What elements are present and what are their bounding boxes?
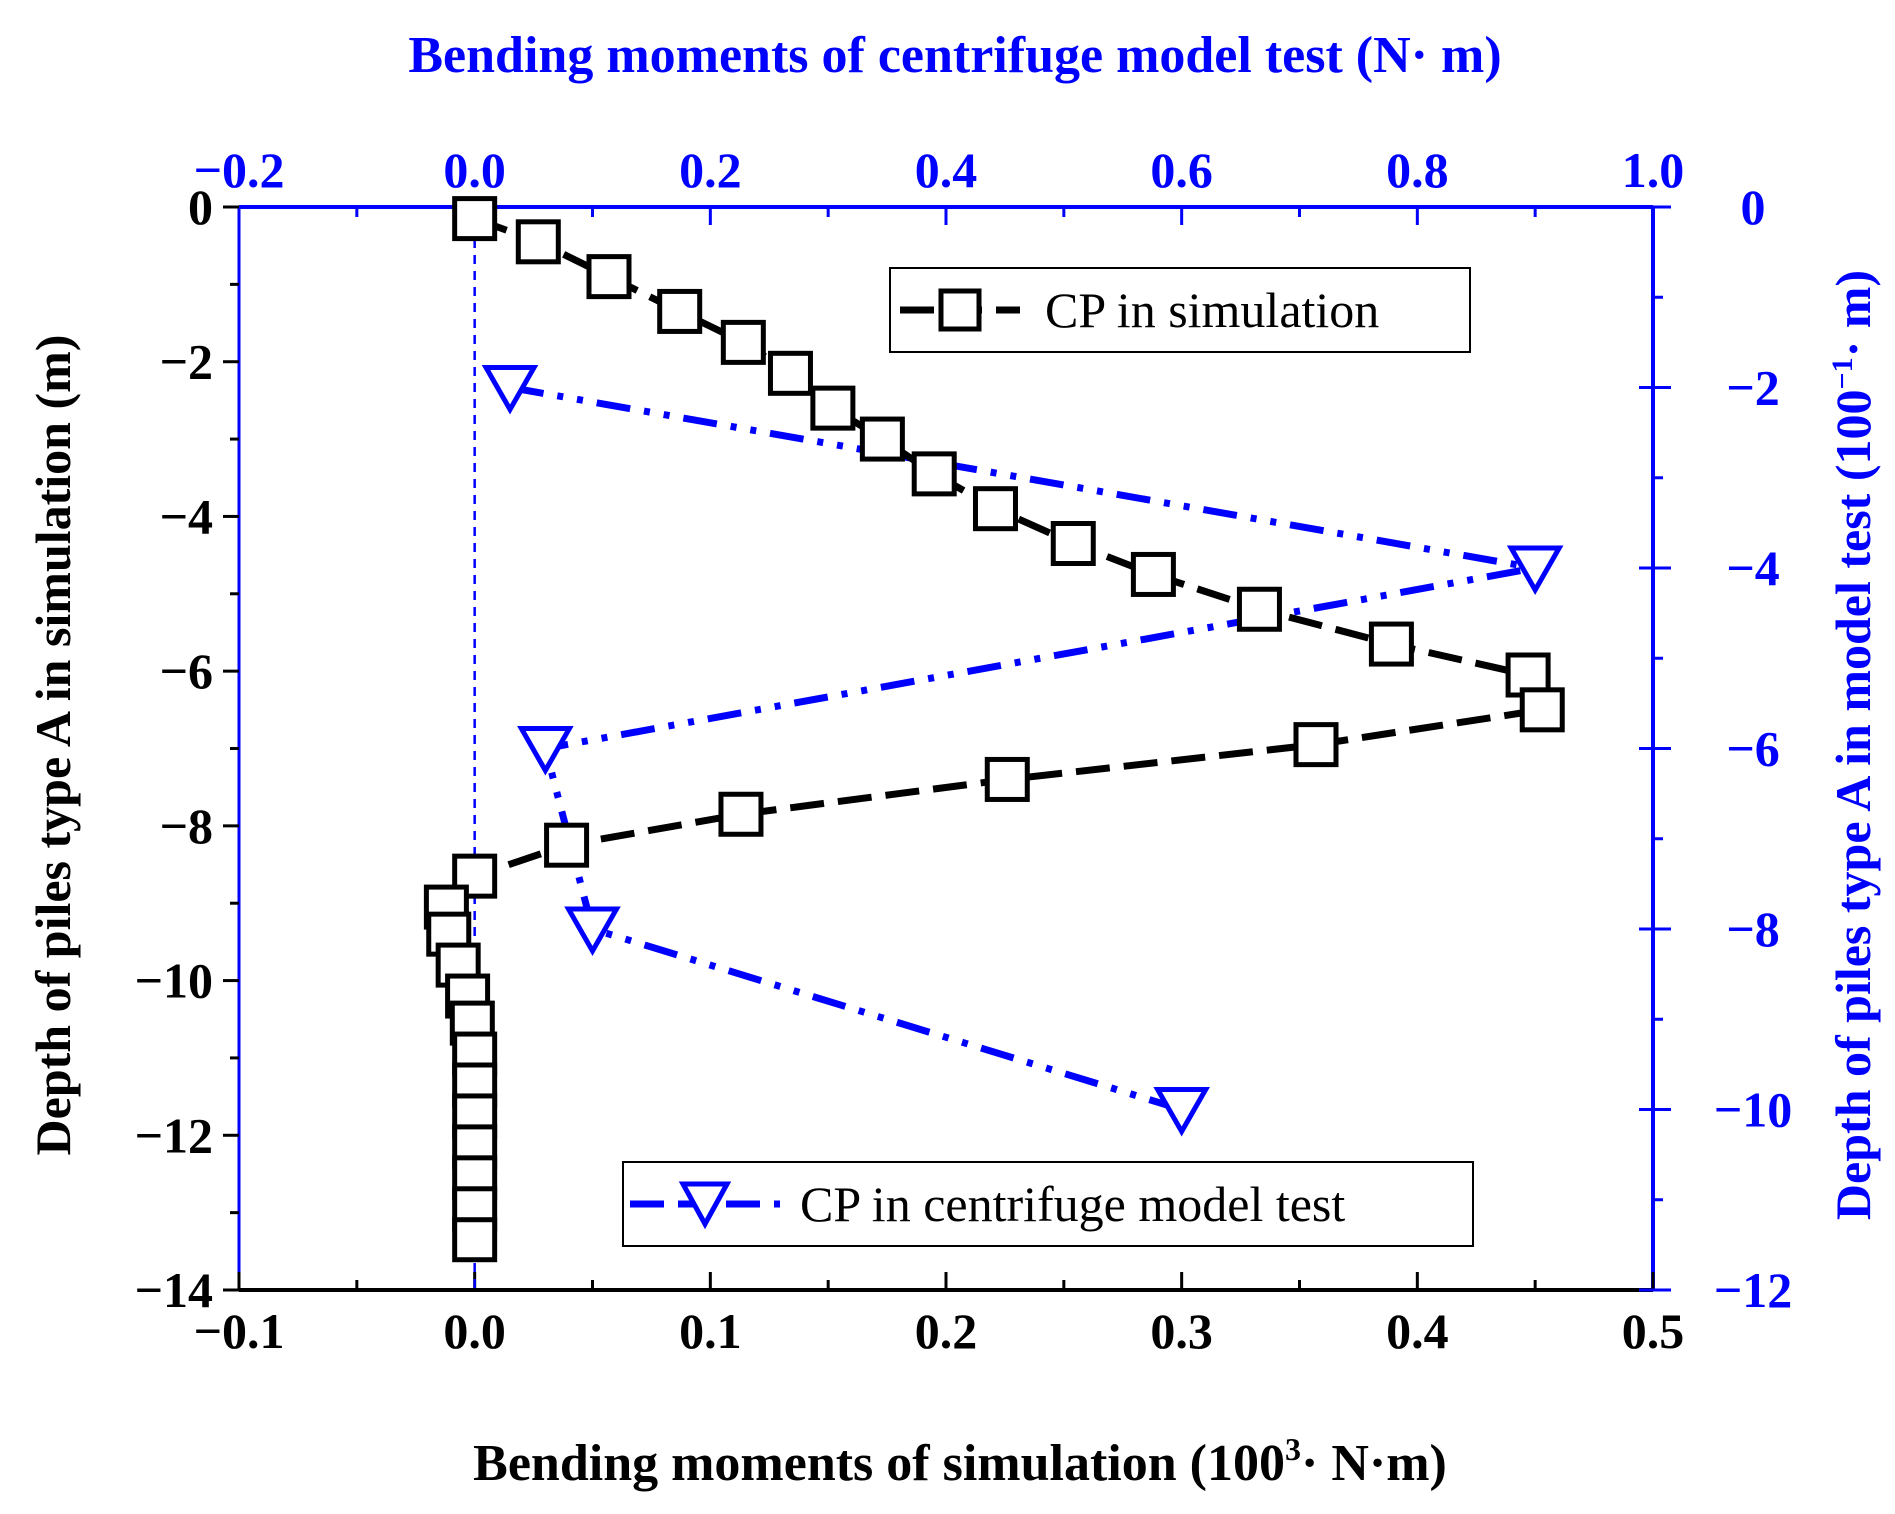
simulation-point [1293,722,1339,768]
simulation-point [859,416,905,462]
bottom-tick-label: 0.0 [443,1303,506,1359]
simulation-series-line [442,215,1546,1240]
series-layer [423,196,1565,1263]
right-tick-label: −4 [1726,540,1780,596]
legend-simulation-box [889,267,1471,353]
legend-simulation: CP in simulation [889,267,1471,353]
simulation-point [810,385,856,431]
simulation-point [586,254,632,300]
bottom-tick-label: 0.2 [915,1303,978,1359]
left-tick-label: −2 [160,334,214,390]
right-axis-title: Depth of piles type A in model test (100… [1825,270,1881,1220]
simulation-point [911,451,957,497]
simulation-point [720,319,766,365]
top-tick-label: 0.6 [1150,142,1213,198]
simulation-point [984,756,1030,802]
simulation-point [515,219,561,265]
bottom-tick-label: 0.1 [679,1303,742,1359]
legend-simulation-marker [938,288,982,332]
simulation-point [1130,551,1176,597]
simulation-point [1236,586,1282,632]
top-tick-label: 0.2 [679,142,742,198]
right-tick-label: −8 [1726,901,1780,957]
centrifuge-point [1506,545,1564,596]
simulation-point [1050,521,1096,567]
legend-centrifuge-marker [678,1181,732,1230]
centrifuge-point [1153,1087,1210,1137]
simulation-point [544,822,590,868]
bottom-axis-title: Bending moments of simulation (1003· N·m… [473,1431,1447,1492]
left-tick-label: −10 [135,953,214,1009]
right-tick-label: −2 [1726,360,1780,416]
centrifuge-point [481,365,539,415]
bottom-tick-label: 0.4 [1386,1303,1449,1359]
simulation-point [718,791,764,837]
simulation-point [452,1217,498,1263]
right-tick-label: 0 [1741,179,1766,235]
simulation-point [452,196,498,242]
bottom-tick-label: 0.5 [1622,1303,1685,1359]
simulation-point [972,486,1018,532]
simulation-point [657,288,703,334]
left-tick-label: −4 [160,488,214,544]
legend-centrifuge-box [622,1161,1474,1247]
bottom-tick-label: −0.1 [194,1303,285,1359]
simulation-point [767,350,813,396]
top-tick-label: −0.2 [194,142,285,198]
simulation-point [1519,687,1565,733]
left-tick-label: −12 [135,1107,214,1163]
top-tick-label: 0.0 [443,142,506,198]
legend-centrifuge: CP in centrifuge model test [622,1161,1474,1247]
centrifuge-point [517,726,574,776]
top-axis-title: Bending moments of centrifuge model test… [408,27,1501,84]
centrifuge-series-line [509,384,1539,1113]
left-tick-label: −6 [160,643,214,699]
left-tick-label: −8 [160,798,214,854]
top-tick-label: 0.8 [1386,142,1449,198]
top-tick-label: 1.0 [1622,142,1685,198]
simulation-point [1368,621,1414,667]
right-tick-label: −10 [1714,1082,1793,1138]
top-tick-label: 0.4 [915,142,978,198]
legend-centrifuge-label: CP in centrifuge model test [800,1176,1345,1232]
left-tick-label: 0 [188,179,213,235]
bottom-tick-label: 0.3 [1150,1303,1213,1359]
right-tick-label: −6 [1726,721,1780,777]
ticks-layer: −0.1 0.0 0.1 0.2 0.3 0.4 0.5 −0.2 0.0 0.2 0.4 0.6 0.… [135,142,1793,1359]
legend-simulation-label: CP in simulation [1045,282,1379,338]
left-tick-label: −14 [135,1262,214,1318]
right-tick-label: −12 [1714,1262,1793,1318]
centrifuge-point [564,906,621,957]
left-axis-title: Depth of piles type A in simulation (m) [25,335,81,1156]
